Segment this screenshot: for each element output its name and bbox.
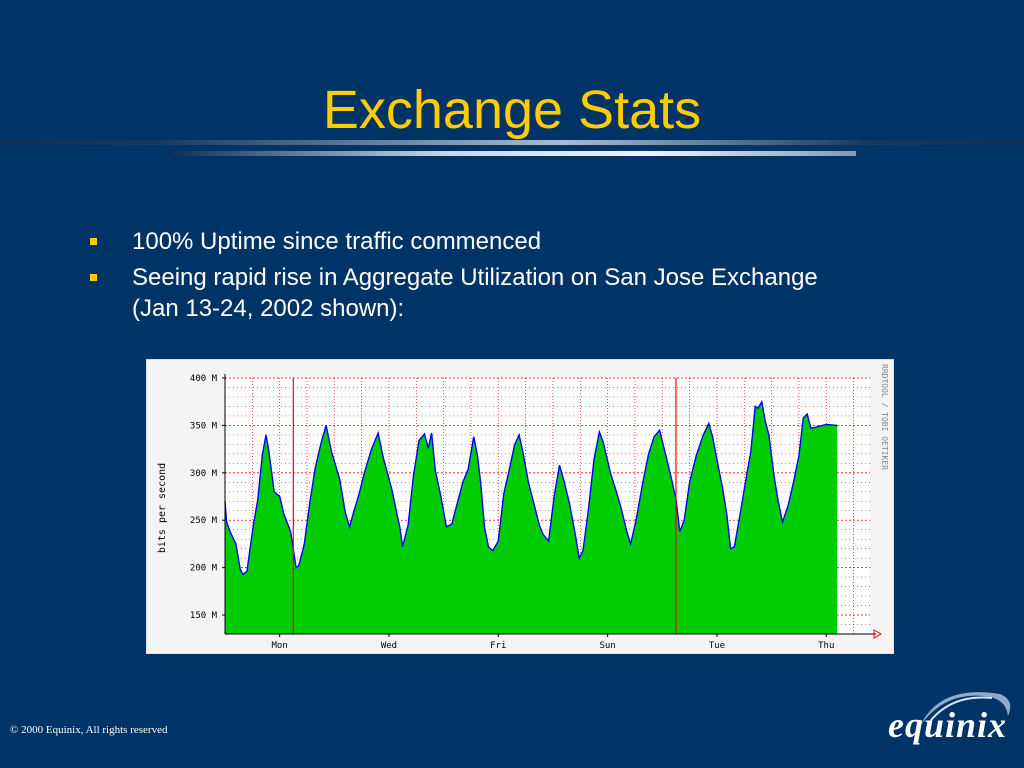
title-divider-bottom (170, 151, 856, 156)
logo-swoosh-icon (920, 692, 1011, 726)
x-tick-label: Thu (818, 641, 834, 651)
y-axis-label: bits per second (157, 463, 168, 553)
traffic-chart-svg: 150 M 200 M 250 M 300 M 350 M 400 M Mon Wed Fri S… (157, 364, 889, 651)
y-tick-label: 200 M (190, 564, 218, 574)
traffic-line (224, 399, 838, 576)
bullet-item: 100% Uptime since traffic commenced (88, 226, 848, 257)
traffic-chart: 150 M 200 M 250 M 300 M 350 M 400 M Mon Wed Fri S… (146, 359, 894, 654)
y-tick-label: 150 M (190, 611, 218, 621)
slide-title: Exchange Stats (322, 80, 702, 140)
x-tick-label: Sun (599, 641, 615, 651)
logo-wordmark: equinix (888, 705, 1008, 745)
copyright-footer: © 2000 Equinix, All rights reserved (10, 724, 168, 736)
chart-credit-label: RRDTOOL / TOBI OETIKER (880, 364, 889, 470)
y-tick-label: 250 M (190, 516, 218, 526)
y-tick-label: 400 M (190, 374, 218, 384)
bullet-square-icon (90, 238, 97, 245)
bullet-item: Seeing rapid rise in Aggregate Utilizati… (88, 262, 848, 324)
bullet-text: Seeing rapid rise in Aggregate Utilizati… (132, 264, 818, 322)
x-tick-label: Mon (272, 641, 288, 651)
bullet-text: 100% Uptime since traffic commenced (132, 228, 542, 255)
bullet-list: 100% Uptime since traffic commenced Seei… (88, 226, 848, 329)
x-tick-label: Wed (381, 641, 397, 651)
title-divider-top (0, 140, 1024, 145)
y-tick-label: 350 M (190, 421, 218, 431)
x-tick-label: Tue (709, 641, 725, 651)
bullet-square-icon (90, 274, 97, 281)
x-axis-arrow-icon (873, 629, 883, 639)
traffic-area (225, 401, 838, 634)
equinix-logo: equinix (880, 686, 1020, 756)
y-tick-label: 300 M (190, 469, 218, 479)
x-tick-label: Fri (490, 641, 506, 651)
